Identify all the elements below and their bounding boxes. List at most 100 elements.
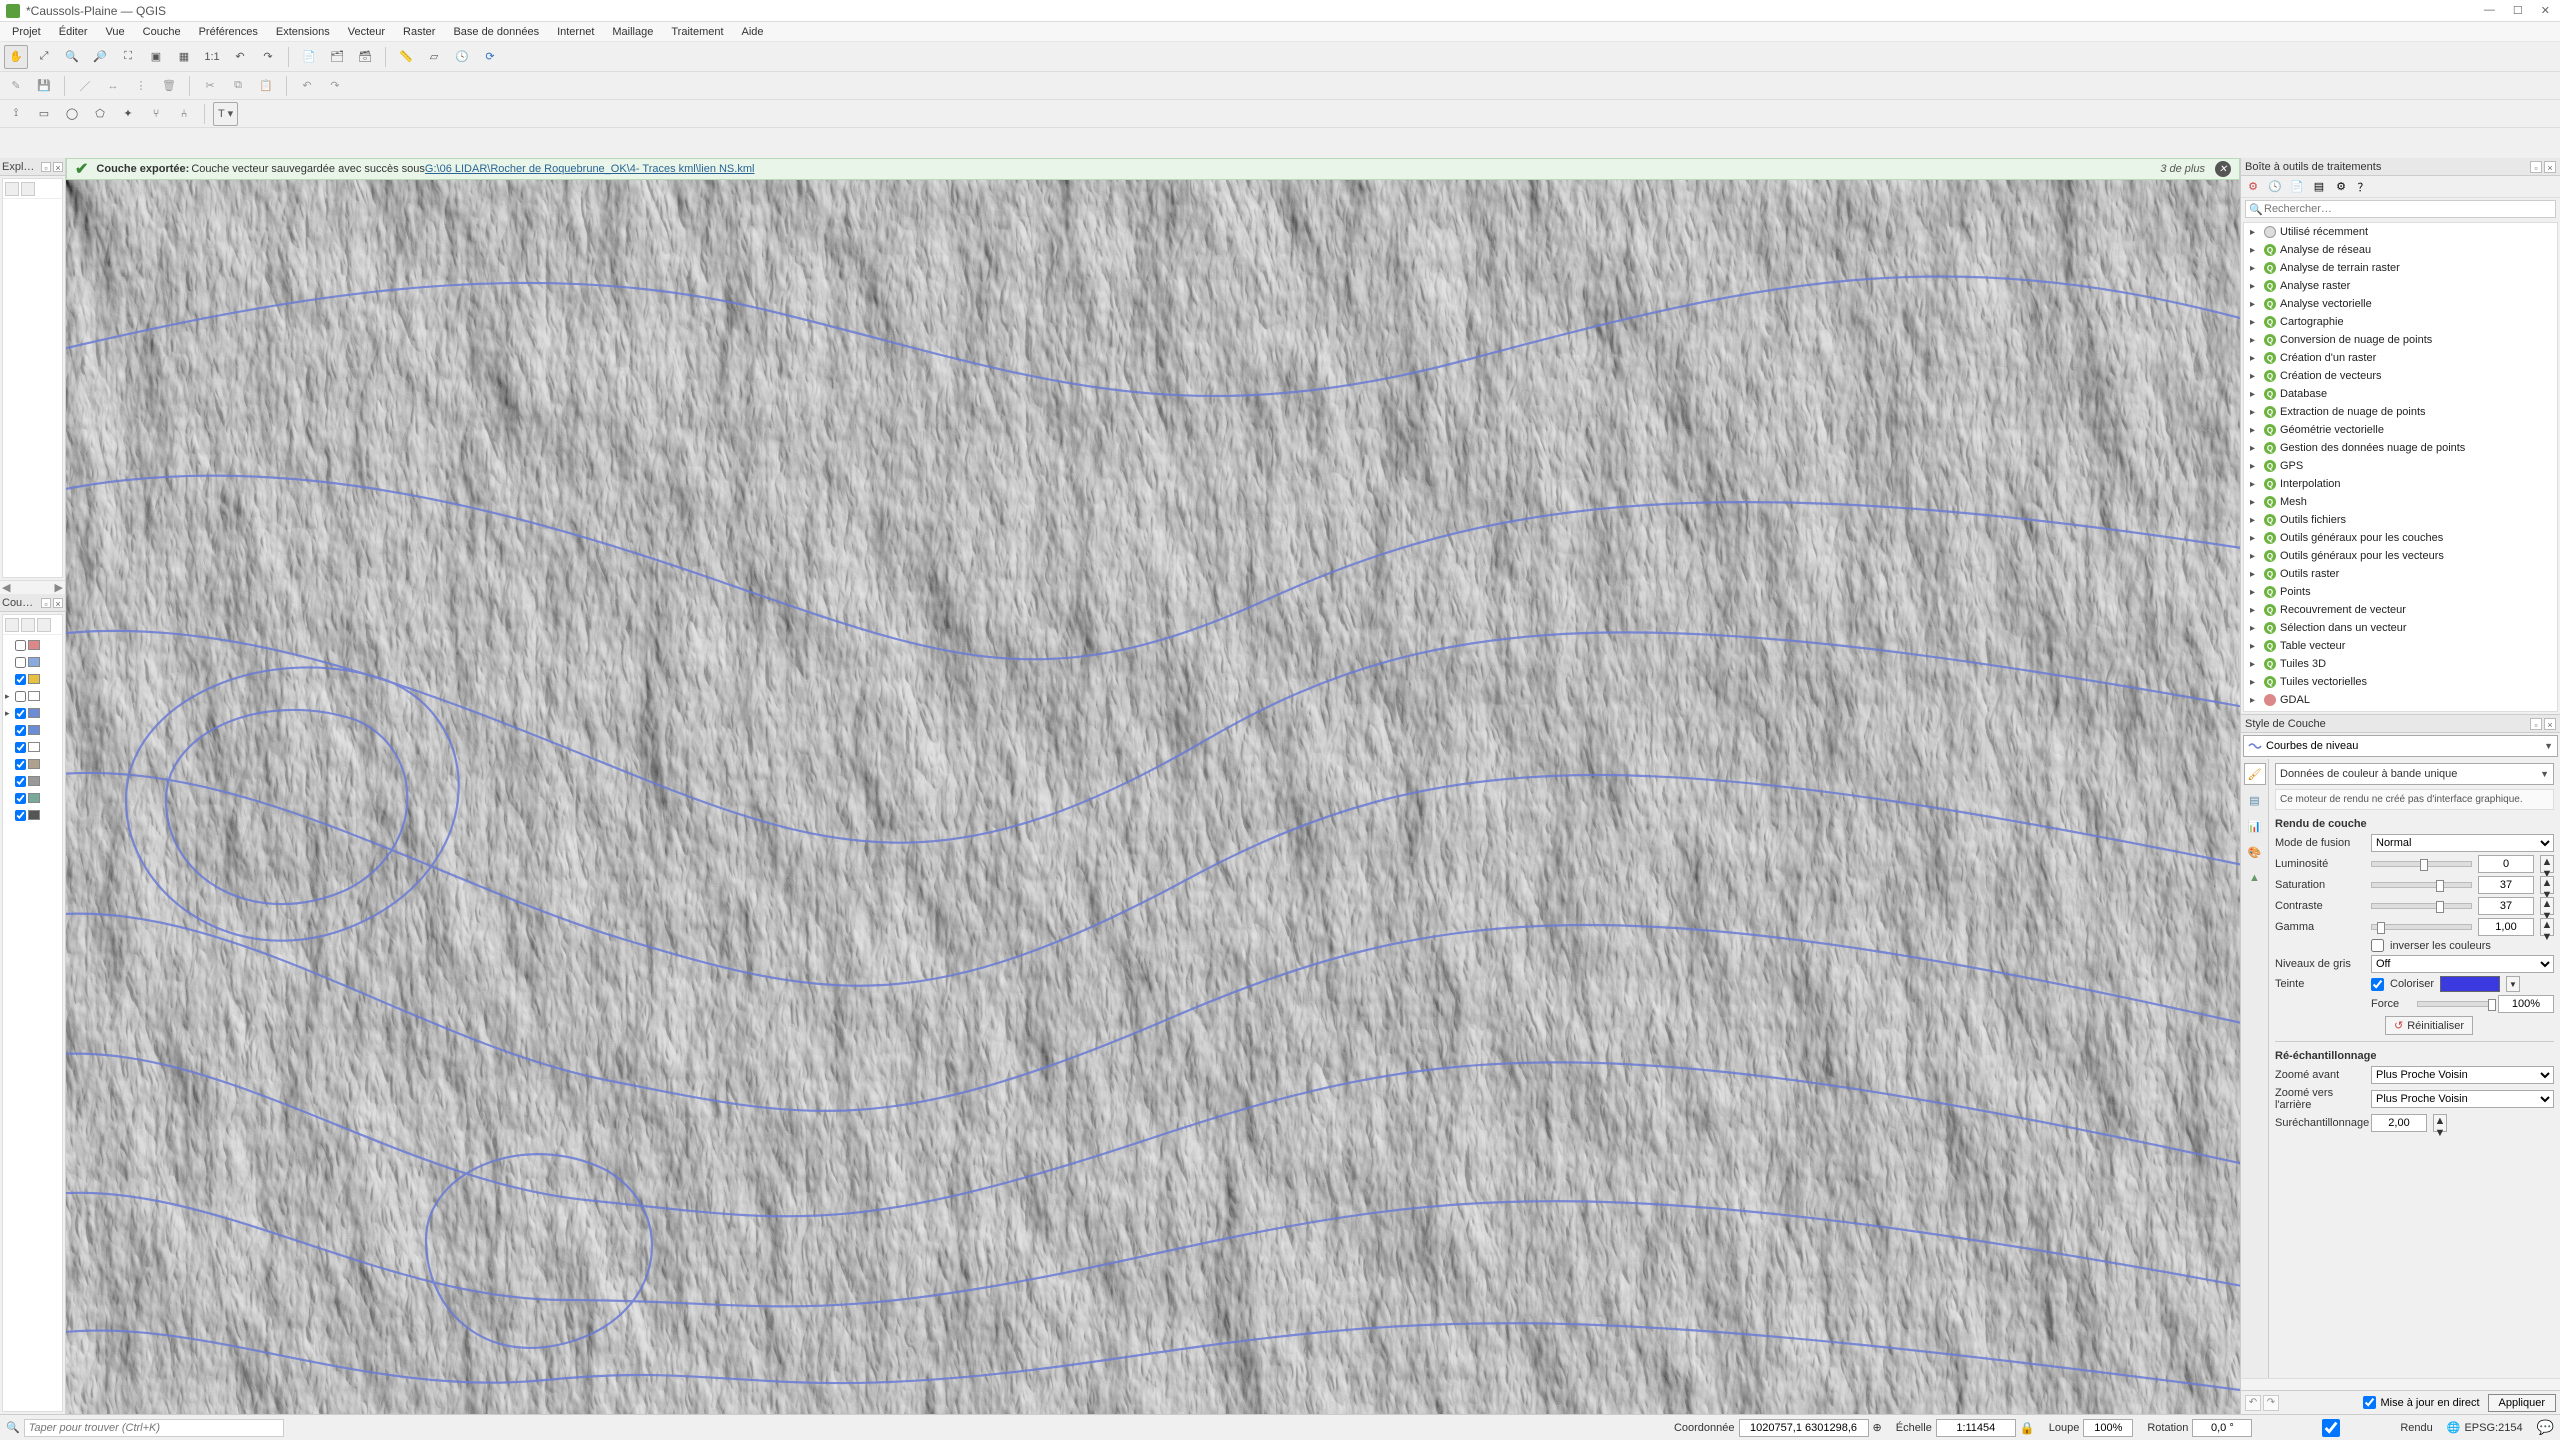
layer-row[interactable]: [5, 773, 60, 789]
colorize-dd-icon[interactable]: ▼: [2506, 976, 2520, 992]
panel-float-icon[interactable]: ▫: [41, 598, 51, 608]
expand-triangle-icon[interactable]: ▸: [2250, 245, 2260, 256]
menu-raster[interactable]: Raster: [395, 24, 443, 40]
layer-visibility-checkbox[interactable]: [15, 657, 26, 668]
toolbox-node[interactable]: ▸QOutils généraux pour les vecteurs: [2244, 547, 2557, 565]
refresh-browser-icon[interactable]: [21, 182, 35, 196]
toolbox-node[interactable]: ▸QOutils raster: [2244, 565, 2557, 583]
node-tool-icon[interactable]: ⋮: [129, 74, 153, 98]
zoom-full-icon[interactable]: ⛶: [116, 45, 140, 69]
layer-visibility-checkbox[interactable]: [15, 793, 26, 804]
histogram-tab-icon[interactable]: 📊: [2244, 815, 2266, 837]
toolbox-node[interactable]: ▸QCréation d'un raster: [2244, 349, 2557, 367]
toolbox-results-icon[interactable]: ▤: [2311, 179, 2327, 195]
toolbox-node[interactable]: ▸QAnalyse de réseau: [2244, 241, 2557, 259]
expand-triangle-icon[interactable]: ▸: [2250, 605, 2260, 616]
zoom-layer-icon[interactable]: ▦: [172, 45, 196, 69]
toolbox-node[interactable]: ▸QTuiles 3D: [2244, 655, 2557, 673]
zoom-in-select[interactable]: Plus Proche Voisin: [2371, 1066, 2554, 1084]
scale-lock-icon[interactable]: 🔒: [2020, 1421, 2035, 1435]
sat-input[interactable]: [2478, 876, 2534, 894]
lum-input[interactable]: [2478, 855, 2534, 873]
message-close-icon[interactable]: ✕: [2215, 161, 2231, 177]
layer-visibility-checkbox[interactable]: [15, 759, 26, 770]
toolbox-node[interactable]: ▸QAnalyse vectorielle: [2244, 295, 2557, 313]
menu-editer[interactable]: Éditer: [51, 24, 96, 40]
delete-selected-icon[interactable]: 🗑: [157, 74, 181, 98]
toolbox-node[interactable]: ▸GDAL: [2244, 691, 2557, 709]
save-edits-icon[interactable]: 💾: [32, 74, 56, 98]
explorer-panel-header[interactable]: Expl… ▫×: [0, 158, 65, 176]
map-canvas[interactable]: [66, 180, 2240, 1414]
expand-triangle-icon[interactable]: ▸: [2250, 281, 2260, 292]
toolbox-node[interactable]: ▸QGestion des données nuage de points: [2244, 439, 2557, 457]
expand-triangle-icon[interactable]: ▸: [2250, 407, 2260, 418]
layer-visibility-checkbox[interactable]: [15, 776, 26, 787]
toolbox-tree[interactable]: ▸Utilisé récemment▸QAnalyse de réseau ▸QA…: [2243, 222, 2558, 712]
zoom-selection-icon[interactable]: ▣: [144, 45, 168, 69]
style-undo-icon[interactable]: ↶: [2245, 1395, 2261, 1411]
sat-slider[interactable]: [2371, 882, 2472, 888]
layer-visibility-checkbox[interactable]: [15, 708, 26, 719]
expand-triangle-icon[interactable]: ▸: [2250, 551, 2260, 562]
layer-visibility-checkbox[interactable]: [15, 674, 26, 685]
style-layer-combo[interactable]: Courbes de niveau ▼: [2243, 735, 2558, 757]
coord-toggle-icon[interactable]: ⊕: [1873, 1421, 1882, 1434]
toolbox-history-icon[interactable]: 🕓: [2267, 179, 2283, 195]
layer-visibility-checkbox[interactable]: [15, 640, 26, 651]
style-icon[interactable]: [5, 618, 19, 632]
explorer-scroll[interactable]: ◀▶: [0, 580, 65, 594]
panel-float-icon[interactable]: ▫: [41, 162, 51, 172]
invert-checkbox[interactable]: [2371, 939, 2384, 952]
menu-projet[interactable]: Projet: [4, 24, 49, 40]
layer-row[interactable]: [5, 739, 60, 755]
layer-visibility-checkbox[interactable]: [15, 810, 26, 821]
temporal-icon[interactable]: 🕓: [450, 45, 474, 69]
panel-close-icon[interactable]: ×: [53, 598, 63, 608]
shape-merge-icon[interactable]: ⑃: [172, 102, 196, 126]
menu-maillage[interactable]: Maillage: [604, 24, 661, 40]
measure-line-icon[interactable]: 📏: [394, 45, 418, 69]
sat-spin[interactable]: ▲▼: [2540, 876, 2554, 894]
toolbox-node[interactable]: ▸QTuiles vectorielles: [2244, 673, 2557, 691]
panel-close-icon[interactable]: ×: [2544, 161, 2556, 173]
layer-visibility-checkbox[interactable]: [15, 725, 26, 736]
paste-icon[interactable]: 📋: [254, 74, 278, 98]
toolbox-node[interactable]: ▸Utilisé récemment: [2244, 223, 2557, 241]
zoom-out-icon[interactable]: 🔎: [88, 45, 112, 69]
window-minimize-button[interactable]: —: [2484, 4, 2495, 17]
layers-panel-header[interactable]: Cou… ▫×: [0, 594, 65, 612]
cut-icon[interactable]: ✂: [198, 74, 222, 98]
messages-icon[interactable]: 💬: [2537, 1419, 2554, 1436]
undo-icon[interactable]: ↶: [295, 74, 319, 98]
force-input[interactable]: [2498, 995, 2554, 1013]
expand-icon[interactable]: [37, 618, 51, 632]
coord-input[interactable]: [1739, 1419, 1869, 1437]
shape-poly-icon[interactable]: ⬠: [88, 102, 112, 126]
gamma-spin[interactable]: ▲▼: [2540, 918, 2554, 936]
oversample-spin[interactable]: ▲▼: [2433, 1114, 2447, 1132]
expand-triangle-icon[interactable]: ▸: [2250, 497, 2260, 508]
toolbox-node[interactable]: ▸QRecouvrement de vecteur: [2244, 601, 2557, 619]
add-layer-icon[interactable]: [5, 182, 19, 196]
grey-select[interactable]: Off: [2371, 955, 2554, 973]
panel-close-icon[interactable]: ×: [2544, 718, 2556, 730]
zoom-native-icon[interactable]: 1:1: [200, 45, 224, 69]
shape-circle-icon[interactable]: ◯: [60, 102, 84, 126]
apply-button[interactable]: Appliquer: [2488, 1394, 2556, 1412]
lum-slider[interactable]: [2371, 861, 2472, 867]
layer-expand-icon[interactable]: ▸: [5, 691, 13, 702]
shape-split-icon[interactable]: ⑂: [144, 102, 168, 126]
toolbox-node[interactable]: ▸QOutils fichiers: [2244, 511, 2557, 529]
crs-icon[interactable]: 🌐: [2447, 1421, 2461, 1434]
rot-input[interactable]: [2192, 1419, 2252, 1437]
blend-select[interactable]: Normal: [2371, 834, 2554, 852]
zoom-in-icon[interactable]: 🔍: [60, 45, 84, 69]
style-panel-header[interactable]: Style de Couche ▫×: [2241, 715, 2560, 733]
expand-triangle-icon[interactable]: ▸: [2250, 695, 2260, 706]
menu-vue[interactable]: Vue: [98, 24, 133, 40]
layer-expand-icon[interactable]: ▸: [5, 708, 13, 719]
shape-star-icon[interactable]: ✦: [116, 102, 140, 126]
expand-triangle-icon[interactable]: ▸: [2250, 425, 2260, 436]
reset-button[interactable]: ↺ Réinitialiser: [2385, 1016, 2473, 1035]
